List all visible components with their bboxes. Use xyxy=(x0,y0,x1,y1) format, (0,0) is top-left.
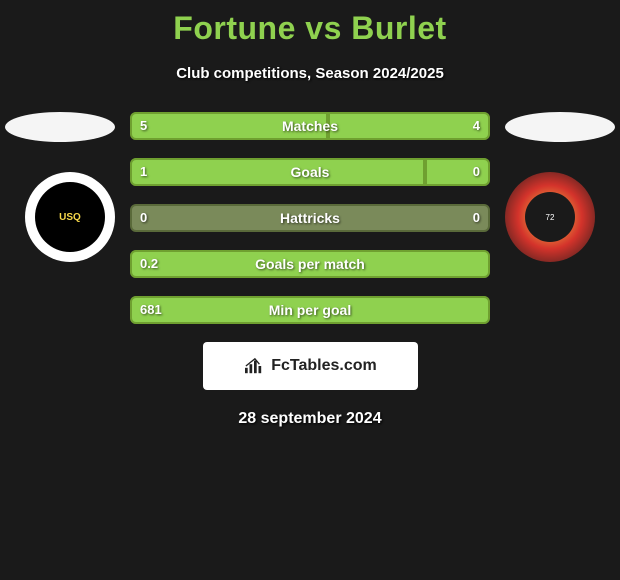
stat-right-value: 0 xyxy=(473,158,480,186)
page-title: Fortune vs Burlet xyxy=(0,0,620,47)
subtitle: Club competitions, Season 2024/2025 xyxy=(0,65,620,82)
stat-row-goals: 1 Goals 0 xyxy=(130,158,490,186)
stat-label: Goals per match xyxy=(130,250,490,278)
stat-row-hattricks: 0 Hattricks 0 xyxy=(130,204,490,232)
player-placeholder-right xyxy=(505,112,615,142)
player-placeholder-left xyxy=(5,112,115,142)
logo-text: FcTables.com xyxy=(271,357,377,375)
stat-label: Min per goal xyxy=(130,296,490,324)
stat-right-value: 4 xyxy=(473,112,480,140)
stat-label: Hattricks xyxy=(130,204,490,232)
stat-row-matches: 5 Matches 4 xyxy=(130,112,490,140)
club-badge-right: 72 xyxy=(505,172,595,262)
date-label: 28 september 2024 xyxy=(0,410,620,428)
stat-right-value: 0 xyxy=(473,204,480,232)
stat-label: Matches xyxy=(130,112,490,140)
club-badge-left-label: USQ xyxy=(35,182,105,252)
stat-row-gpm: 0.2 Goals per match xyxy=(130,250,490,278)
fctables-logo[interactable]: FcTables.com xyxy=(203,342,418,390)
comparison-area: USQ 72 5 Matches 4 1 Goals 0 0 Hattricks xyxy=(0,112,620,428)
club-badge-right-label: 72 xyxy=(525,192,575,242)
chart-icon xyxy=(243,357,265,375)
stats-bars: 5 Matches 4 1 Goals 0 0 Hattricks 0 0.2 … xyxy=(130,112,490,324)
club-badge-left: USQ xyxy=(25,172,115,262)
stat-label: Goals xyxy=(130,158,490,186)
stat-row-mpg: 681 Min per goal xyxy=(130,296,490,324)
